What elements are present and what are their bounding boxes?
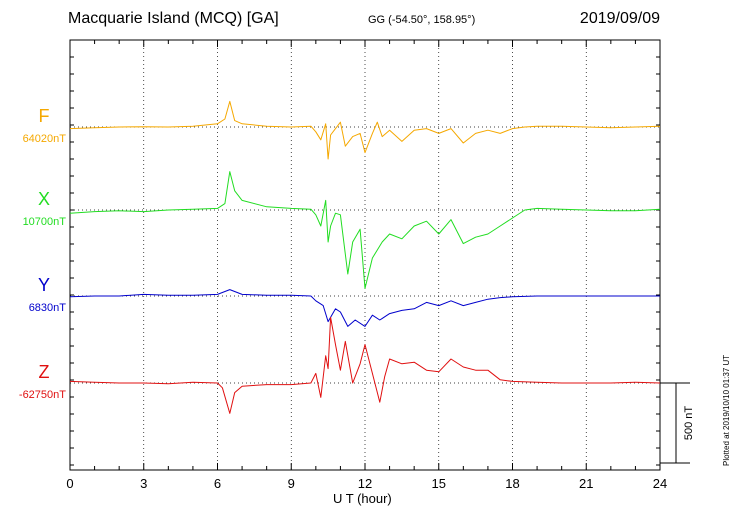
x-tick-label: 6	[214, 476, 221, 491]
series-name-f: F	[39, 106, 50, 126]
scale-bar-label: 500 nT	[683, 406, 695, 441]
station-coordinates: GG (-54.50°, 158.95°)	[368, 14, 476, 26]
series-baseline-f: 64020nT	[23, 133, 67, 145]
x-tick-label: 18	[505, 476, 519, 491]
plotted-timestamp: Plotted at 2019/10/10 01:37 UT	[722, 354, 730, 466]
series-trace-f	[69, 100, 661, 160]
x-tick-label: 24	[653, 476, 667, 491]
series-trace-y	[69, 289, 660, 327]
x-tick-label: 12	[358, 476, 372, 491]
series-name-x: X	[38, 189, 50, 209]
series-trace-x	[69, 171, 661, 289]
series-trace-z	[69, 316, 661, 414]
series-baseline-z: -62750nT	[19, 389, 66, 401]
x-tick-label: 15	[432, 476, 446, 491]
chart-title: Macquarie Island (MCQ) [GA]	[68, 10, 279, 27]
x-tick-label: 21	[579, 476, 593, 491]
x-axis-label: U T (hour)	[333, 491, 392, 506]
x-tick-label: 0	[66, 476, 73, 491]
series-baseline-y: 6830nT	[29, 302, 67, 314]
x-tick-label: 9	[288, 476, 295, 491]
series-baseline-x: 10700nT	[23, 216, 67, 228]
x-tick-label: 3	[140, 476, 147, 491]
series-name-z: Z	[39, 362, 50, 382]
series-name-y: Y	[38, 275, 50, 295]
chart-date: 2019/09/09	[579, 10, 660, 27]
